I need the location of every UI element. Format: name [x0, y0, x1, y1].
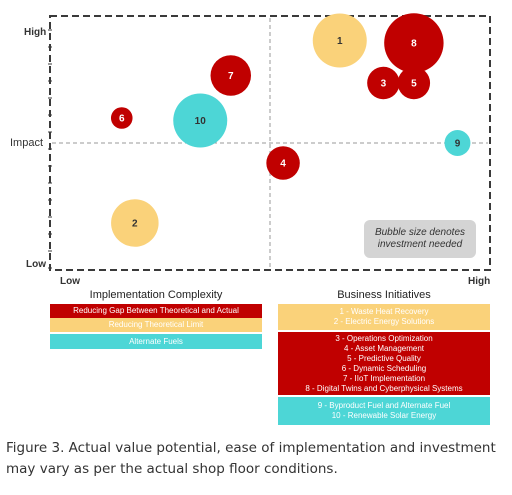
initiative-3: 3 - Operations Optimization [335, 333, 433, 343]
bubble-series: 1 8 3 5 7 6 10 4 9 2 [110, 13, 471, 247]
initiative-7: 7 - IIoT Implementation [342, 373, 426, 383]
initiative-4: 4 - Asset Management [343, 343, 425, 353]
legend-reducing-gap: Reducing Gap Between Theoretical and Act… [50, 304, 262, 318]
bubble-2 [111, 199, 159, 247]
initiative-2: 2 - Electric Energy Solutions [333, 317, 435, 326]
initiatives-group-teal: 9 - Byproduct Fuel and Alternate Fuel 10… [278, 397, 490, 425]
bubble-label-8: 8 [411, 39, 417, 50]
bubble-3 [367, 66, 400, 100]
implementation-legend-title: Implementation Complexity [89, 289, 223, 301]
bubble-label-1: 1 [337, 36, 343, 47]
initiative-9: 9 - Byproduct Fuel and Alternate Fuel [317, 401, 451, 410]
bubble-9 [444, 130, 471, 156]
bubble-10 [173, 93, 228, 148]
y-low-label: Low [26, 259, 46, 270]
figure-caption: Figure 3. Actual value potential, ease o… [6, 440, 496, 477]
legend-reducing-limit-label: Reducing Theoretical Limit [108, 320, 204, 329]
initiative-6: 6 - Dynamic Scheduling [341, 363, 427, 373]
initiative-5: 5 - Predictive Quality [347, 353, 421, 363]
bubble-label-6: 6 [119, 114, 125, 125]
x-high-label: High [468, 276, 491, 287]
initiatives-group-red: 3 - Operations Optimization 4 - Asset Ma… [278, 332, 490, 395]
initiative-8: 8 - Digital Twins and Cyberphysical Syst… [305, 383, 463, 393]
bubble-label-2: 2 [132, 219, 138, 230]
initiatives-group-yellow: 1 - Waste Heat Recovery 2 - Electric Ene… [278, 304, 490, 330]
bubble-size-note: Bubble size denotes investment needed [364, 220, 476, 258]
bubble-label-10: 10 [195, 116, 207, 127]
y-axis-label: Impact [10, 137, 44, 149]
y-axis-ticks [48, 29, 52, 269]
legend-reducing-gap-label: Reducing Gap Between Theoretical and Act… [73, 306, 239, 315]
note-line-2: investment needed [377, 239, 463, 250]
bubble-label-3: 3 [381, 79, 387, 90]
bubble-5 [397, 66, 431, 100]
legend-alternate-fuels: Alternate Fuels [50, 334, 262, 349]
initiatives-legend-title: Business Initiatives [337, 289, 431, 301]
initiative-1: 1 - Waste Heat Recovery [339, 307, 429, 316]
plot-border [49, 15, 491, 271]
bubble-label-7: 7 [228, 71, 234, 82]
bubble-4 [266, 146, 300, 180]
initiative-10: 10 - Renewable Solar Energy [331, 411, 437, 420]
note-line-1: Bubble size denotes [374, 227, 466, 238]
bubble-6 [110, 107, 133, 129]
legend-reducing-limit: Reducing Theoretical Limit [50, 318, 262, 332]
bubble-8 [384, 13, 444, 73]
bubble-7 [210, 55, 252, 96]
legend-alternate-fuels-label: Alternate Fuels [129, 336, 183, 346]
bubble-label-5: 5 [411, 79, 417, 90]
bubble-label-4: 4 [280, 159, 286, 170]
y-high-label: High [24, 27, 47, 38]
bubble-label-9: 9 [455, 139, 461, 150]
bubble-1 [312, 13, 367, 68]
x-low-label: Low [60, 276, 80, 287]
